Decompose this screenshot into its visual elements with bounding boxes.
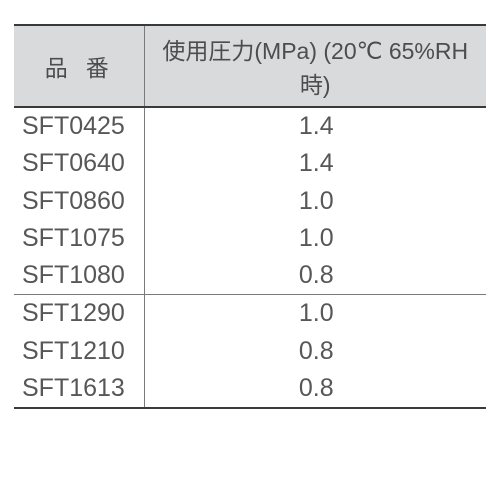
cell-pressure: 0.8 xyxy=(144,333,486,370)
cell-pressure: 1.4 xyxy=(144,107,486,145)
table-row: SFT0640 1.4 xyxy=(14,145,486,182)
table-header-row: 品番 使用圧力(MPa) (20℃ 65%RH時) xyxy=(14,25,486,107)
cell-part-number: SFT0860 xyxy=(14,183,144,220)
table-row: SFT1613 0.8 xyxy=(14,370,486,408)
table-row: SFT1075 1.0 xyxy=(14,220,486,257)
table-row: SFT1080 0.8 xyxy=(14,257,486,295)
cell-pressure: 1.0 xyxy=(144,183,486,220)
cell-part-number: SFT1075 xyxy=(14,220,144,257)
table-row: SFT1210 0.8 xyxy=(14,333,486,370)
cell-pressure: 0.8 xyxy=(144,257,486,295)
table-row: SFT1290 1.0 xyxy=(14,295,486,333)
cell-pressure: 0.8 xyxy=(144,370,486,408)
cell-part-number: SFT0425 xyxy=(14,107,144,145)
cell-pressure: 1.0 xyxy=(144,295,486,333)
cell-part-number: SFT1210 xyxy=(14,333,144,370)
cell-part-number: SFT1290 xyxy=(14,295,144,333)
cell-part-number: SFT1613 xyxy=(14,370,144,408)
cell-part-number: SFT1080 xyxy=(14,257,144,295)
table-row: SFT0425 1.4 xyxy=(14,107,486,145)
spec-table: 品番 使用圧力(MPa) (20℃ 65%RH時) SFT0425 1.4 SF… xyxy=(14,24,486,409)
col-header-pressure: 使用圧力(MPa) (20℃ 65%RH時) xyxy=(144,25,486,107)
table-row: SFT0860 1.0 xyxy=(14,183,486,220)
cell-pressure: 1.0 xyxy=(144,220,486,257)
cell-part-number: SFT0640 xyxy=(14,145,144,182)
cell-pressure: 1.4 xyxy=(144,145,486,182)
col-header-part-number: 品番 xyxy=(14,25,144,107)
